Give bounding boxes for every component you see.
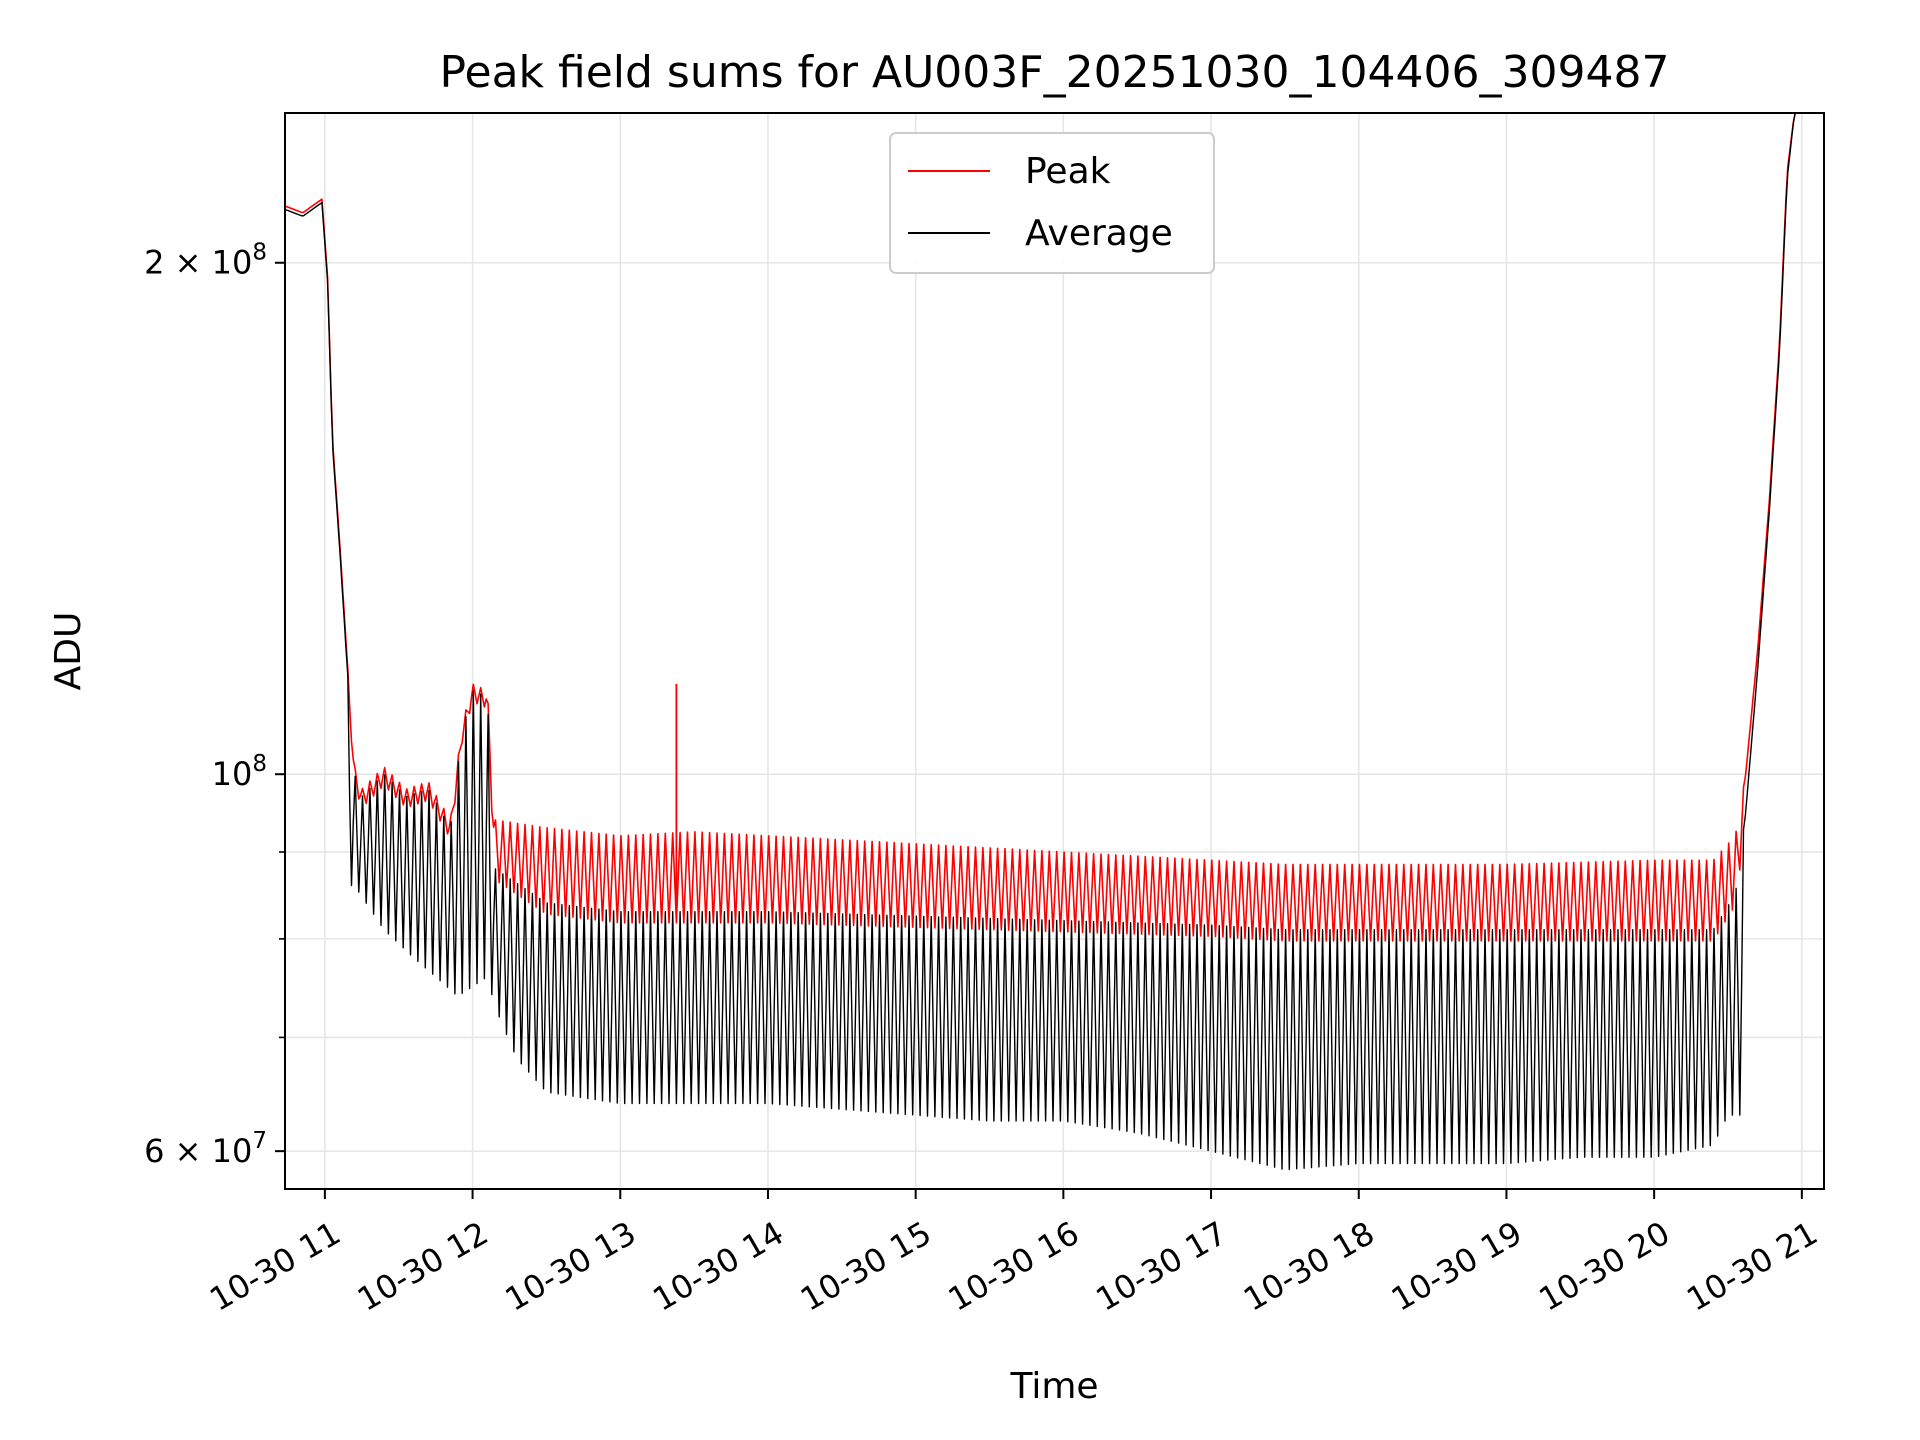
legend: Peak Average (889, 132, 1215, 274)
y-axis-label: ADU (48, 612, 89, 691)
y-tick-label: 6 × 107 (144, 1128, 267, 1170)
axes-frame (284, 112, 1825, 1190)
legend-average-label: Average (1025, 213, 1173, 254)
legend-peak-label: Peak (1025, 151, 1111, 192)
plot-area (285, 113, 1801, 1171)
y-tick-label: 2 × 108 (144, 240, 267, 282)
y-tick-label: 108 (212, 751, 267, 793)
legend-box (889, 132, 1215, 274)
chart-title: Peak field sums for AU003F_20251030_1044… (440, 47, 1670, 98)
series-average-line (285, 113, 1801, 1171)
series-peak-line (285, 113, 1801, 942)
x-axis-label: Time (1009, 1366, 1098, 1407)
